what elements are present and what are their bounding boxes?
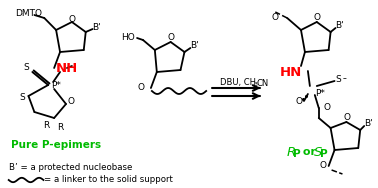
Text: O: O xyxy=(272,12,279,21)
Text: = a linker to the solid support: = a linker to the solid support xyxy=(44,176,173,184)
Text: O: O xyxy=(324,104,331,112)
Text: O: O xyxy=(167,33,174,42)
Text: S: S xyxy=(336,76,341,84)
Text: P*: P* xyxy=(51,82,61,90)
Text: HO: HO xyxy=(121,33,135,42)
Text: O: O xyxy=(68,14,75,24)
Text: $\it{S}$: $\it{S}$ xyxy=(313,146,323,158)
Text: S: S xyxy=(23,64,29,73)
Text: O: O xyxy=(67,98,74,106)
Text: B': B' xyxy=(335,21,344,30)
Text: O: O xyxy=(313,14,320,23)
Text: O: O xyxy=(296,98,302,106)
Text: O: O xyxy=(319,161,326,171)
Text: CN: CN xyxy=(257,79,269,87)
Text: NH: NH xyxy=(56,61,78,74)
Text: Pure P-epimers: Pure P-epimers xyxy=(11,140,101,150)
Text: 3: 3 xyxy=(254,83,257,87)
Text: P: P xyxy=(293,149,301,159)
Text: P: P xyxy=(320,149,327,159)
Text: B': B' xyxy=(364,120,372,129)
Text: R: R xyxy=(57,124,63,133)
Text: O: O xyxy=(344,114,351,123)
Text: $\it{R}$: $\it{R}$ xyxy=(286,146,296,158)
Text: DMTO: DMTO xyxy=(15,10,42,18)
Text: B': B' xyxy=(92,23,101,32)
Text: S: S xyxy=(20,93,25,102)
Text: or: or xyxy=(299,147,320,157)
Text: R: R xyxy=(43,121,50,130)
Text: HN: HN xyxy=(280,65,302,79)
Text: P*: P* xyxy=(315,89,325,98)
Text: B': B' xyxy=(190,42,199,51)
Text: O: O xyxy=(138,83,145,92)
Text: DBU, CH: DBU, CH xyxy=(220,79,256,87)
Text: –: – xyxy=(342,74,346,83)
Text: B’ = a protected nucleobase: B’ = a protected nucleobase xyxy=(9,164,132,173)
